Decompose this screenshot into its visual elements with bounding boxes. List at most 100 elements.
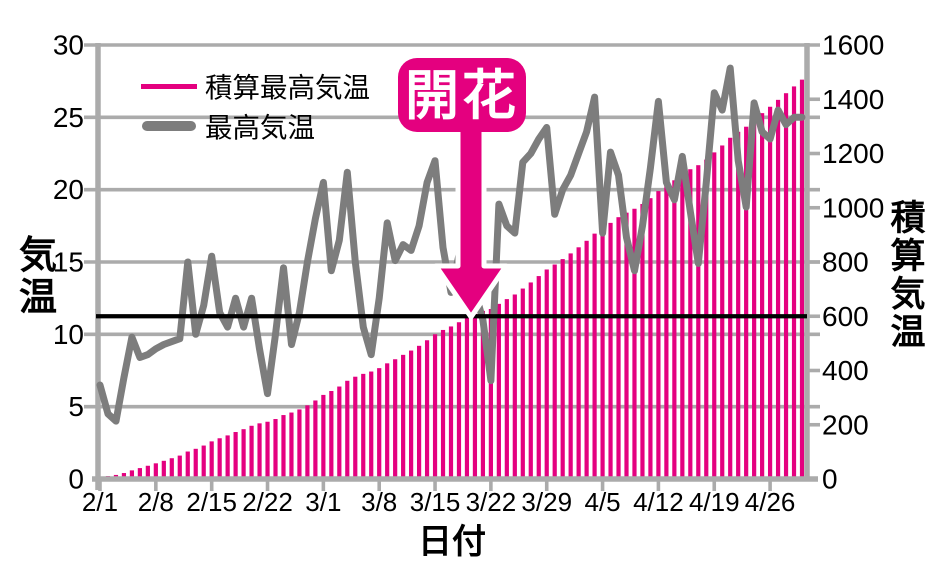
bar-day — [432, 334, 438, 479]
x-tick-label: 2/15 — [186, 487, 237, 517]
bar-day — [329, 391, 334, 479]
bar-day — [775, 99, 781, 480]
bar-day — [696, 165, 701, 480]
x-tick-label: 3/15 — [410, 487, 461, 517]
x-tick-label: 4/26 — [745, 487, 796, 517]
bar-day — [648, 198, 653, 480]
bar-day — [592, 233, 597, 479]
bar-day — [177, 455, 182, 479]
bar-day — [393, 359, 398, 479]
cumulative-max-temp-bars — [97, 79, 805, 480]
bar-day — [568, 253, 573, 479]
bar-day — [760, 113, 765, 479]
bar-day — [345, 380, 350, 479]
legend-label-daily-max-temp: 最高気温 — [205, 112, 315, 143]
bar-day — [257, 423, 262, 479]
bar-day — [608, 222, 613, 480]
bar-day — [656, 191, 661, 479]
y-left-tick-label: 10 — [53, 319, 84, 350]
x-tick-label: 2/22 — [242, 487, 293, 517]
x-tick-label: 3/8 — [361, 487, 397, 517]
bar-day — [799, 79, 805, 480]
y-left-tick-label: 15 — [53, 247, 84, 278]
bar-day — [273, 419, 278, 479]
bar-day — [464, 317, 470, 479]
axes — [92, 43, 818, 490]
bar-day — [217, 438, 222, 479]
bar-day — [624, 212, 629, 480]
bar-day — [233, 432, 238, 479]
bar-day — [560, 259, 565, 479]
bar-day — [552, 264, 557, 479]
bar-day — [289, 412, 294, 479]
bar-day — [249, 425, 254, 479]
bar-day — [385, 363, 390, 479]
x-tick-label: 2/8 — [138, 487, 174, 517]
y-right-axis-title: 積算気温 — [890, 199, 925, 352]
bar-day — [584, 240, 589, 479]
bar-day — [640, 204, 645, 479]
y-left-tick-label: 0 — [68, 464, 84, 495]
bar-day — [472, 313, 478, 479]
y-right-tick-label: 1000 — [822, 192, 884, 223]
x-axis-title: 日付 — [418, 523, 486, 561]
x-tick-label: 3/22 — [466, 487, 517, 517]
bar-day — [185, 451, 190, 479]
bar-day — [544, 269, 549, 479]
bar-day — [353, 376, 358, 479]
bar-day — [728, 137, 733, 479]
y-left-axis-title: 気温 — [19, 235, 57, 319]
bloom-badge — [398, 58, 526, 132]
y-right-tick-labels: 0 200 400 600 800 1000 1200 1400 1600 — [822, 30, 884, 495]
bar-day — [129, 470, 135, 479]
bar-day — [512, 294, 517, 479]
bar-day — [791, 86, 797, 480]
bar-day — [409, 350, 414, 479]
y-right-tick-label: 400 — [822, 355, 869, 386]
bar-day — [297, 409, 302, 479]
bar-day — [121, 473, 127, 479]
bloom-badge-label: 開花 — [405, 66, 519, 126]
bar-day — [720, 145, 725, 479]
bar-day — [680, 174, 685, 480]
bar-day — [456, 322, 462, 479]
bar-day — [401, 354, 406, 479]
y-right-tick-label: 200 — [822, 409, 869, 440]
daily-max-temp-line — [96, 64, 806, 425]
bar-day — [664, 185, 669, 480]
bar-day — [767, 106, 773, 480]
bar-day — [576, 247, 581, 479]
bloom-annotation: 開花 — [398, 58, 526, 320]
bar-day — [225, 435, 230, 479]
bar-day — [424, 340, 430, 479]
bar-day — [496, 303, 501, 479]
bar-day — [536, 276, 541, 479]
bar-day — [632, 208, 637, 479]
bar-day — [528, 282, 533, 479]
bar-day — [520, 288, 525, 479]
bar-day — [672, 180, 677, 479]
bar-day — [337, 386, 342, 479]
x-tick-label: 4/12 — [633, 487, 684, 517]
y-left-tick-label: 30 — [53, 30, 84, 61]
x-tick-label: 4/5 — [584, 487, 620, 517]
bar-day — [369, 371, 374, 479]
bar-day — [161, 460, 166, 479]
bar-day — [744, 126, 749, 479]
bar-day — [488, 309, 493, 479]
bar-day — [504, 299, 509, 479]
x-tick-label: 3/1 — [305, 487, 341, 517]
bar-day — [281, 415, 286, 479]
bar-day — [193, 448, 198, 479]
x-tick-label: 4/19 — [689, 487, 740, 517]
legend-label-cumulative-max-temp: 積算最高気温 — [205, 72, 370, 103]
y-left-tick-label: 20 — [53, 174, 84, 205]
bar-day — [688, 169, 693, 480]
bar-day — [209, 441, 214, 479]
bar-day — [153, 463, 158, 479]
y-right-tick-label: 1400 — [822, 84, 884, 115]
bar-day — [416, 345, 422, 479]
bar-day — [305, 405, 310, 479]
y-right-tick-label: 1200 — [822, 138, 884, 169]
